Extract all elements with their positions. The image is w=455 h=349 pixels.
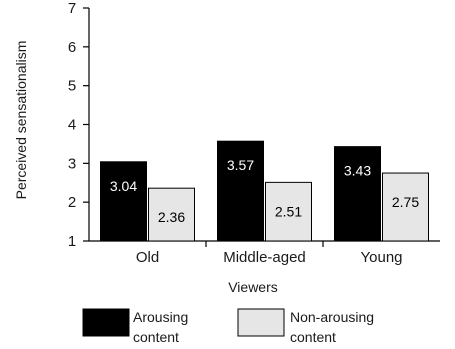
y-axis: 1 2 3 4 5 6 7 xyxy=(68,0,90,250)
legend-label: Arousing xyxy=(133,309,188,325)
bar-arousing xyxy=(100,161,147,242)
x-axis: Old Middle-aged Young xyxy=(89,240,440,266)
bar-arousing xyxy=(334,146,381,242)
y-tick-label: 2 xyxy=(68,194,76,211)
legend-label: Non-arousing xyxy=(290,309,374,325)
legend-swatch-arousing xyxy=(82,308,130,337)
y-tick-label: 3 xyxy=(68,155,76,172)
bar-arousing xyxy=(217,140,264,242)
bars xyxy=(100,140,429,242)
data-label: 2.51 xyxy=(275,203,302,219)
bar-non-arousing xyxy=(148,187,195,242)
legend-swatch-non-arousing xyxy=(237,308,285,337)
y-tick-label: 5 xyxy=(68,78,76,95)
data-label: 2.75 xyxy=(392,194,419,210)
x-category-label: Old xyxy=(136,249,159,266)
x-axis-title: Viewers xyxy=(228,279,278,295)
x-category-label: Young xyxy=(361,249,403,266)
data-labels: 3.04 2.36 3.57 2.51 3.43 2.75 xyxy=(110,157,419,225)
legend: Arousing content Non-arousing content xyxy=(82,308,374,345)
data-label: 3.57 xyxy=(227,157,254,173)
y-tick-label: 1 xyxy=(68,233,76,250)
x-category-label: Middle-aged xyxy=(223,249,306,266)
data-label: 2.36 xyxy=(158,209,185,225)
bar-non-arousing xyxy=(382,172,429,242)
y-tick-label: 4 xyxy=(68,117,76,134)
data-label: 3.04 xyxy=(110,178,137,194)
y-axis-title: Perceived sensationalism xyxy=(13,41,29,200)
data-label: 3.43 xyxy=(344,163,371,179)
y-tick-label: 7 xyxy=(68,0,76,17)
y-tick-label: 6 xyxy=(68,39,76,56)
legend-label: content xyxy=(290,329,336,345)
bar-non-arousing xyxy=(265,181,312,242)
legend-label: content xyxy=(133,329,179,345)
